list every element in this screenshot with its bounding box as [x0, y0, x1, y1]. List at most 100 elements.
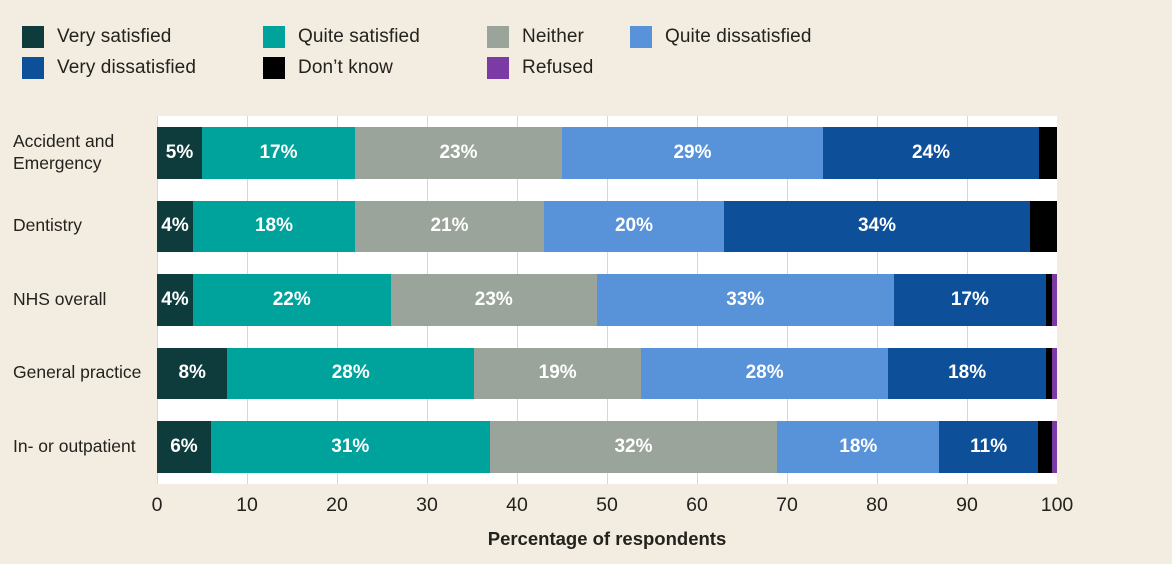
x-tick-label: 60: [686, 494, 708, 516]
bar-segment: 28%: [641, 347, 888, 399]
bar-segment: 17%: [893, 274, 1047, 326]
bar-segment: 4%: [157, 274, 193, 326]
bar-segment-value: 33%: [726, 288, 765, 310]
x-axis-title: Percentage of respondents: [487, 528, 727, 549]
bar-track: 6% 31% 32% 18% 11%: [157, 410, 1057, 484]
legend-label: Very satisfied: [57, 26, 172, 47]
bar-segment-value: 18%: [948, 362, 987, 384]
legend-label: Quite satisfied: [298, 26, 420, 47]
bar-segment: 18%: [887, 347, 1047, 399]
x-tick-label: 80: [866, 494, 888, 516]
x-axis: 0 10 20 30 40 50 60 70 80 90 100: [152, 485, 1074, 516]
chart-row: Accident and Emergency 5% 17% 23% 29% 24%: [0, 116, 1172, 190]
bar-segment: 32%: [489, 421, 778, 473]
bar-segment: 20%: [544, 200, 724, 252]
x-tick-label: 10: [236, 494, 258, 516]
legend-swatch-icon: [630, 26, 652, 48]
chart-row: General practice 8% 28% 19% 28% 18%: [0, 336, 1172, 410]
legend-item-5: Very dissatisfied: [22, 57, 263, 79]
x-tick-label: 20: [326, 494, 348, 516]
legend-label: Quite dissatisfied: [665, 26, 812, 47]
bar-segment: 22%: [192, 274, 391, 326]
legend-swatch-icon: [22, 57, 44, 79]
bar-segment-value: 29%: [673, 141, 712, 163]
bar-segment: 34%: [724, 200, 1030, 252]
bar-track: 4% 18% 21% 20% 34%: [157, 189, 1057, 263]
bar-segment-value: 4%: [161, 215, 189, 237]
bar-segment: 23%: [355, 127, 562, 179]
bar-segment: 18%: [777, 421, 940, 473]
legend-swatch-icon: [487, 57, 509, 79]
bar-segment: 28%: [227, 347, 474, 399]
x-tick-label: 40: [506, 494, 528, 516]
legend-item-1: Very satisfied: [22, 26, 263, 48]
bar-segment-value: 32%: [614, 435, 653, 457]
bar-segment: 29%: [562, 127, 823, 179]
x-tick-label: 70: [776, 494, 798, 516]
legend-label: Very dissatisfied: [57, 57, 196, 78]
chart-row: In- or outpatient 6% 31% 32% 18% 11%: [0, 410, 1172, 484]
bar-segment-value: 18%: [254, 215, 294, 237]
bar-segment: [1046, 347, 1052, 399]
bar-segment: [1051, 347, 1057, 399]
bar-segment: 19%: [474, 347, 642, 399]
category-label: Dentistry: [13, 215, 83, 236]
legend-label: Neither: [522, 26, 584, 47]
legend: Very satisfied Quite satisfied Neither Quit…: [22, 26, 811, 79]
bar-segment-value: 34%: [857, 215, 897, 237]
chart-row: NHS overall 4% 22% 23% 33% 17%: [0, 263, 1172, 337]
stacked-bar: 4% 18% 21% 20% 34%: [157, 200, 1057, 252]
bar-segment-value: 4%: [161, 288, 189, 310]
bar-segment: [1051, 274, 1057, 326]
legend-item-7: Refused: [487, 57, 630, 79]
bar-segment: 4%: [157, 200, 193, 252]
legend-item-3: Neither: [487, 26, 630, 48]
stacked-bar: 8% 28% 19% 28% 18%: [157, 347, 1057, 399]
chart-row: Dentistry 4% 18% 21% 20% 34%: [0, 189, 1172, 263]
bar-segment-value: 17%: [950, 288, 989, 310]
bar-segment: [1030, 200, 1057, 252]
bar-segment-value: 11%: [970, 435, 1008, 457]
bar-segment: 24%: [823, 127, 1039, 179]
bar-track: 8% 28% 19% 28% 18%: [157, 336, 1057, 410]
bar-segment: 8%: [157, 347, 228, 399]
bar-segment-value: 18%: [839, 435, 878, 457]
bar-track: 4% 22% 23% 33% 17%: [157, 263, 1057, 337]
legend-item-2: Quite satisfied: [263, 26, 487, 48]
bar-segment-value: 17%: [259, 141, 298, 163]
stacked-bar: 4% 22% 23% 33% 17%: [157, 274, 1057, 326]
bar-segment-value: 19%: [538, 362, 577, 384]
bar-segment: [1039, 127, 1057, 179]
bar-track: 5% 17% 23% 29% 24%: [157, 116, 1057, 190]
bar-segment: [1046, 274, 1052, 326]
bar-segment: 31%: [210, 421, 490, 473]
x-tick-label: 90: [956, 494, 978, 516]
category-label: Accident and Emergency: [13, 130, 115, 173]
bar-segment: 5%: [157, 127, 202, 179]
x-axis-title-row: Percentage of respondents: [157, 528, 1057, 550]
legend-item-6: Don’t know: [263, 57, 487, 79]
legend-item-4: Quite dissatisfied: [630, 26, 811, 48]
category-label: General practice: [13, 362, 142, 383]
bar-segment: 17%: [202, 127, 355, 179]
bar-segment: 23%: [390, 274, 598, 326]
bar-segment-value: 24%: [911, 141, 951, 163]
bar-segment: [1038, 421, 1053, 473]
stacked-bar: 5% 17% 23% 29% 24%: [157, 127, 1057, 179]
bar-segment-value: 28%: [331, 362, 370, 384]
category-label: NHS overall: [13, 288, 107, 309]
bar-segment: 11%: [939, 421, 1039, 473]
bar-segment: 21%: [355, 200, 544, 252]
legend-swatch-icon: [487, 26, 509, 48]
legend-swatch-icon: [22, 26, 44, 48]
x-tick-label: 30: [416, 494, 438, 516]
bar-segment: 6%: [157, 421, 211, 473]
bar-segment-value: 23%: [474, 288, 513, 310]
bar-segment-value: 23%: [439, 141, 478, 163]
bar-segment-value: 8%: [178, 362, 206, 384]
bar-segment-value: 5%: [165, 141, 194, 163]
stacked-bar: 6% 31% 32% 18% 11%: [157, 421, 1057, 473]
legend-swatch-icon: [263, 26, 285, 48]
category-label: In- or outpatient: [13, 435, 136, 456]
